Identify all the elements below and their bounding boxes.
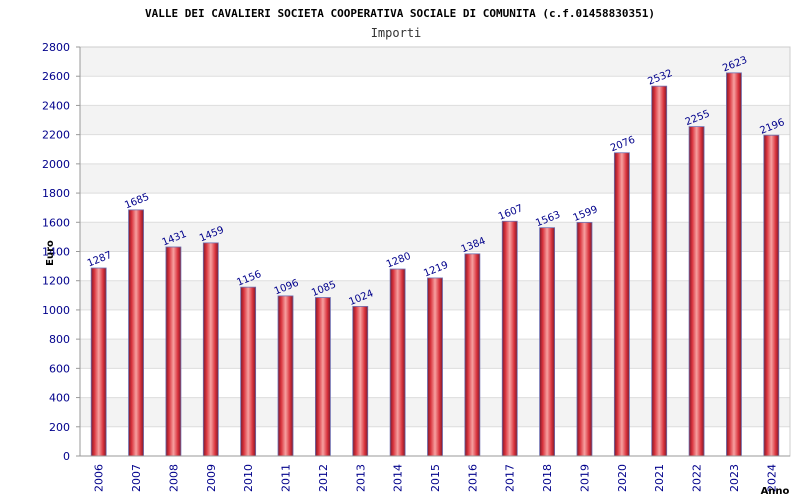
bar [688,126,705,457]
grid-band [80,134,790,164]
x-tick-label: 2012 [317,464,330,492]
y-tick-label: 2000 [42,158,70,171]
x-tick-label: 2009 [205,464,218,492]
x-tick-label: 2007 [130,464,143,492]
y-tick-label: 2200 [42,129,70,142]
x-tick-label: 2018 [541,464,554,492]
x-tick-label: 2014 [392,464,405,492]
x-tick-label: 2024 [765,464,778,492]
chart-subtitle: Importi [371,26,422,40]
x-tick-label: 2013 [354,464,367,492]
x-axis: 2006 2007 2008 2009 2010 2011 2012 2013 2014 2015… [80,455,790,492]
y-axis: 0 200 400 600 800 1000 1200 1400 1600 1800 2000 220… [42,41,81,463]
x-tick-label: 2016 [466,464,479,492]
y-tick-label: 2400 [42,99,70,112]
bar [352,306,369,457]
bar [576,222,593,457]
bar [314,297,331,457]
bar [464,253,481,457]
bar [128,209,144,457]
bar [202,242,219,457]
grid-band [80,76,790,106]
chart-title: VALLE DEI CAVALIERI SOCIETA COOPERATIVA … [145,7,655,20]
bar [90,267,107,457]
y-tick-label: 1800 [42,187,70,200]
x-tick-label: 2015 [429,464,442,492]
x-tick-label: 2019 [578,464,591,492]
y-tick-label: 2800 [42,41,70,54]
bar [277,295,294,457]
bar [165,246,182,457]
grid-band [80,47,790,77]
bar [726,72,742,457]
y-tick-label: 800 [49,333,70,346]
y-tick-label: 200 [49,421,70,434]
x-tick-label: 2023 [728,464,741,492]
x-tick-label: 2008 [167,464,180,492]
y-tick-label: 2600 [42,70,70,83]
y-axis-label: Euro [45,240,56,266]
bar [539,227,556,457]
x-axis-label: Anno [761,486,790,497]
y-tick-label: 1600 [42,216,70,229]
y-tick-label: 1200 [42,275,70,288]
x-tick-label: 2010 [242,464,255,492]
x-tick-label: 2017 [504,464,517,492]
bar [389,268,406,457]
x-tick-label: 2021 [653,464,666,492]
x-tick-label: 2011 [280,464,293,492]
y-tick-label: 400 [49,392,70,405]
y-tick-label: 1000 [42,304,70,317]
grid-band [80,193,790,223]
y-tick-label: 0 [63,450,70,463]
grid-band [80,251,790,281]
grid-band [80,222,790,252]
bar [427,277,443,457]
x-tick-label: 2022 [691,464,704,492]
grid-band [80,163,790,194]
bar [651,85,668,457]
grid-band [80,105,790,135]
bar [240,286,257,457]
bar [501,220,518,457]
x-tick-label: 2006 [93,464,106,492]
y-tick-label: 600 [49,362,70,375]
bar [763,134,780,457]
x-tick-label: 2020 [616,464,629,492]
y-tick-label: 1400 [42,246,70,259]
bar [613,152,630,457]
